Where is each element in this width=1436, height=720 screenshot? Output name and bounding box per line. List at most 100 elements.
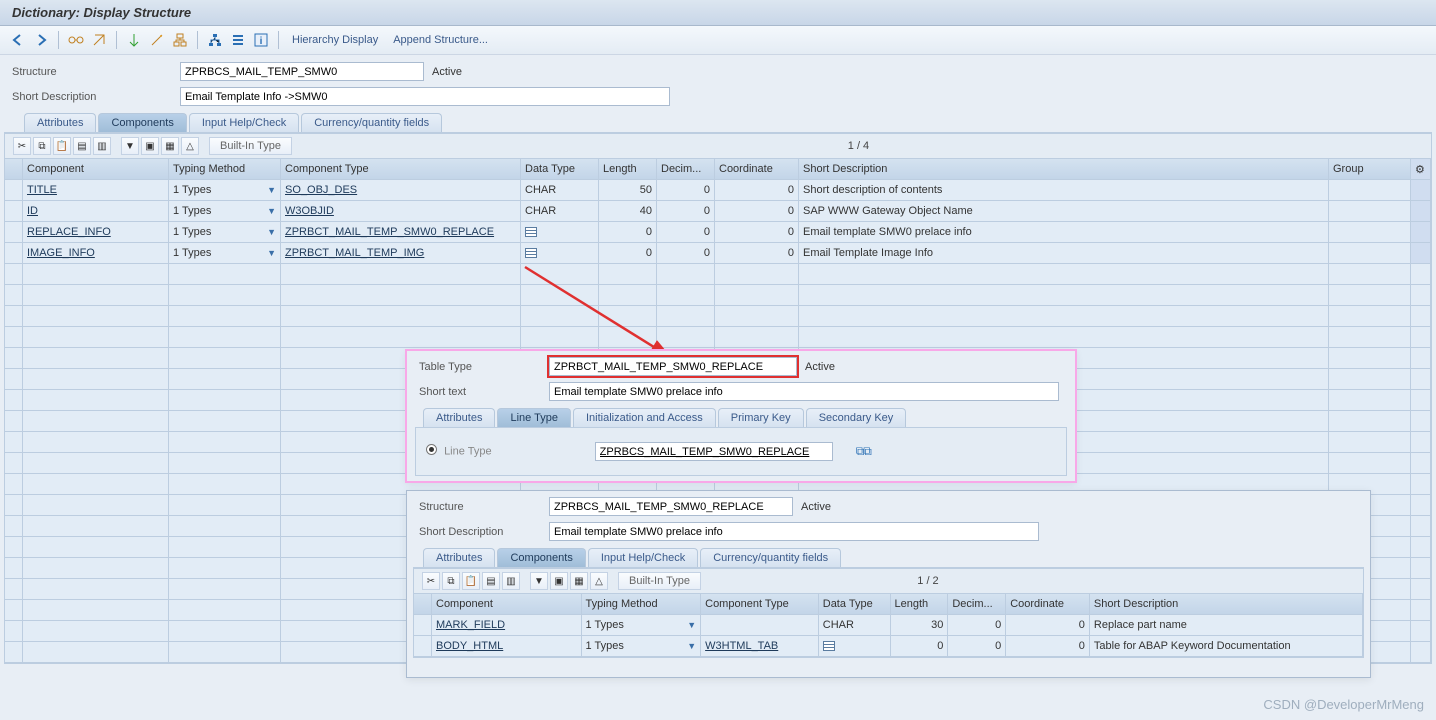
p2-col-dt[interactable]: Data Type [819, 594, 891, 615]
component-link[interactable]: IMAGE_INFO [27, 247, 95, 259]
table-row[interactable]: MARK_FIELD 1 Types▼ CHAR 30 0 0 Replace … [414, 615, 1363, 636]
col-componenttype[interactable]: Component Type [281, 159, 521, 180]
tab-inputhelp[interactable]: Input Help/Check [189, 113, 299, 132]
p1-tab-pk[interactable]: Primary Key [718, 408, 804, 427]
col-length[interactable]: Length [599, 159, 657, 180]
link-icon[interactable]: ⧉⧉ [856, 444, 871, 458]
p2-col-dec[interactable]: Decim... [948, 594, 1006, 615]
linetype-radio[interactable] [426, 444, 437, 455]
p1-tab-init[interactable]: Initialization and Access [573, 408, 716, 427]
p2-expand-icon[interactable]: ▼ [530, 572, 548, 590]
table-row[interactable]: ID 1 Types▼ W3OBJID CHAR 40 0 0 SAP WWW … [5, 201, 1431, 222]
collapse-icon[interactable]: ▣ [141, 137, 159, 155]
p2-col-len[interactable]: Length [891, 594, 949, 615]
forward-icon[interactable] [31, 30, 51, 50]
p2-col-sd[interactable]: Short Description [1090, 594, 1363, 615]
dropdown-icon[interactable]: ▼ [687, 620, 696, 630]
p2-insert-row-icon[interactable]: ▤ [482, 572, 500, 590]
dropdown-icon[interactable]: ▼ [267, 227, 276, 237]
component-link[interactable]: MARK_FIELD [436, 619, 505, 631]
row-counter: 1 / 4 [848, 140, 869, 152]
component-link[interactable]: BODY_HTML [436, 640, 503, 652]
glasses-icon[interactable] [66, 30, 86, 50]
p2-select-all-icon[interactable]: ▦ [570, 572, 588, 590]
shorttext-input[interactable] [549, 382, 1059, 401]
p2-tab-currency[interactable]: Currency/quantity fields [700, 548, 841, 567]
col-coordinate[interactable]: Coordinate [715, 159, 799, 180]
p2-tab-components[interactable]: Components [497, 548, 585, 567]
col-typingmethod[interactable]: Typing Method [169, 159, 281, 180]
componenttype-link[interactable]: W3OBJID [285, 205, 334, 217]
table-row[interactable]: IMAGE_INFO 1 Types▼ ZPRBCT_MAIL_TEMP_IMG… [5, 243, 1431, 264]
hierarchy-display-link[interactable]: Hierarchy Display [286, 32, 384, 48]
append-structure-link[interactable]: Append Structure... [387, 32, 494, 48]
insert-row-icon[interactable]: ▤ [73, 137, 91, 155]
main-tabs: Attributes Components Input Help/Check C… [24, 113, 1436, 132]
p2-delete-row-icon[interactable]: ▥ [502, 572, 520, 590]
p2-col-ct[interactable]: Component Type [701, 594, 819, 615]
p2-structure-input[interactable] [549, 497, 793, 516]
dropdown-icon[interactable]: ▼ [687, 641, 696, 651]
linetype-input[interactable] [595, 442, 833, 461]
activate-icon[interactable] [124, 30, 144, 50]
delete-row-icon[interactable]: ▥ [93, 137, 111, 155]
p2-row-counter: 1 / 2 [917, 575, 938, 587]
tab-attributes[interactable]: Attributes [24, 113, 96, 132]
col-datatype[interactable]: Data Type [521, 159, 599, 180]
expand-icon[interactable]: ▼ [121, 137, 139, 155]
table-icon [525, 227, 537, 237]
edit-toggle-icon[interactable] [89, 30, 109, 50]
p2-col-tm[interactable]: Typing Method [582, 594, 702, 615]
where-used-icon[interactable] [170, 30, 190, 50]
p2-cut-icon[interactable]: ✂ [422, 572, 440, 590]
tab-components[interactable]: Components [98, 113, 186, 132]
wand-icon[interactable] [147, 30, 167, 50]
paste-icon[interactable]: 📋 [53, 137, 71, 155]
dropdown-icon[interactable]: ▼ [267, 185, 276, 195]
dropdown-icon[interactable]: ▼ [267, 248, 276, 258]
shortdesc-input[interactable] [180, 87, 670, 106]
componenttype-link[interactable]: W3HTML_TAB [705, 640, 778, 652]
p2-paste-icon[interactable]: 📋 [462, 572, 480, 590]
p2-copy-icon[interactable]: ⧉ [442, 572, 460, 590]
component-link[interactable]: REPLACE_INFO [27, 226, 111, 238]
tab-currency[interactable]: Currency/quantity fields [301, 113, 442, 132]
cut-icon[interactable]: ✂ [13, 137, 31, 155]
col-settings-icon[interactable]: ⚙ [1411, 159, 1431, 180]
p2-col-coord[interactable]: Coordinate [1006, 594, 1090, 615]
p2-up-icon[interactable]: △ [590, 572, 608, 590]
p2-collapse-icon[interactable]: ▣ [550, 572, 568, 590]
info-icon[interactable]: i [251, 30, 271, 50]
p2-col-component[interactable]: Component [432, 594, 582, 615]
p2-builtin-type-button[interactable]: Built-In Type [618, 572, 701, 590]
col-group[interactable]: Group [1329, 159, 1411, 180]
p2-structure-status: Active [801, 501, 831, 513]
structure-input[interactable] [180, 62, 424, 81]
col-shortdesc[interactable]: Short Description [799, 159, 1329, 180]
list-icon[interactable] [228, 30, 248, 50]
p1-tab-attributes[interactable]: Attributes [423, 408, 495, 427]
table-row[interactable]: TITLE 1 Types▼ SO_OBJ_DES CHAR 50 0 0 Sh… [5, 180, 1431, 201]
copy-icon[interactable]: ⧉ [33, 137, 51, 155]
hierarchy-icon[interactable] [205, 30, 225, 50]
select-all-icon[interactable]: ▦ [161, 137, 179, 155]
p2-tab-attributes[interactable]: Attributes [423, 548, 495, 567]
p2-shortdesc-input[interactable] [549, 522, 1039, 541]
componenttype-link[interactable]: ZPRBCT_MAIL_TEMP_SMW0_REPLACE [285, 226, 494, 238]
component-link[interactable]: TITLE [27, 184, 57, 196]
up-icon[interactable]: △ [181, 137, 199, 155]
table-row[interactable]: BODY_HTML 1 Types▼ W3HTML_TAB 0 0 0 Tabl… [414, 636, 1363, 657]
builtin-type-button[interactable]: Built-In Type [209, 137, 292, 155]
table-row[interactable]: REPLACE_INFO 1 Types▼ ZPRBCT_MAIL_TEMP_S… [5, 222, 1431, 243]
p1-tab-linetype[interactable]: Line Type [497, 408, 571, 427]
componenttype-link[interactable]: SO_OBJ_DES [285, 184, 357, 196]
component-link[interactable]: ID [27, 205, 38, 217]
p2-tab-inputhelp[interactable]: Input Help/Check [588, 548, 698, 567]
componenttype-link[interactable]: ZPRBCT_MAIL_TEMP_IMG [285, 247, 424, 259]
back-icon[interactable] [8, 30, 28, 50]
dropdown-icon[interactable]: ▼ [267, 206, 276, 216]
p1-tab-sk[interactable]: Secondary Key [806, 408, 907, 427]
col-decimals[interactable]: Decim... [657, 159, 715, 180]
col-component[interactable]: Component [23, 159, 169, 180]
tabletype-input[interactable] [549, 357, 797, 376]
